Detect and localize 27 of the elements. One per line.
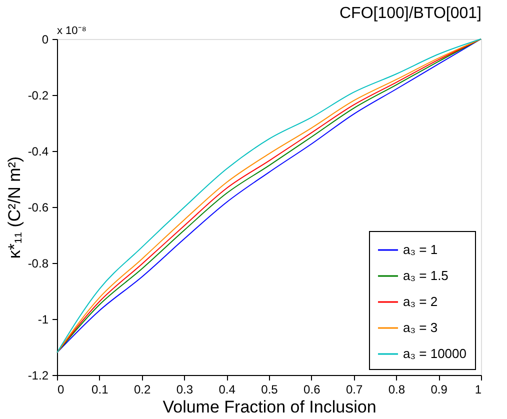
text: x 10⁻⁸ — [57, 25, 86, 37]
x-axis-title: Volume Fraction of Inclusion — [162, 398, 376, 416]
x-tick-label: 0.8 — [388, 382, 406, 396]
y-tick-label: -1 — [38, 312, 49, 326]
y-tick-label: -0.8 — [28, 256, 49, 270]
legend-label: a₃ = 1.5 — [403, 268, 448, 283]
legend-label: a₃ = 10000 — [403, 346, 466, 361]
x-tick-label: 0.4 — [218, 382, 236, 396]
x-tick-label: 1 — [474, 382, 482, 396]
x-tick-label: 0.3 — [176, 382, 194, 396]
legend-label: a₃ = 2 — [403, 294, 438, 309]
x-tick-label: 0.5 — [261, 382, 278, 396]
x-tick-label: 0.9 — [430, 382, 448, 396]
chart-title: CFO[100]/BTO[001] — [340, 5, 482, 22]
y-axis-title: κ*₁₁ (C²/N m²) — [4, 156, 24, 259]
legend-label: a₃ = 3 — [403, 320, 438, 335]
y-tick-label: -1.2 — [28, 368, 49, 382]
legend-label: a₃ = 1 — [403, 242, 438, 257]
x-tick-label: 0.2 — [134, 382, 151, 396]
x-tick-label: 0 — [58, 382, 64, 396]
x-tick-label: 0.1 — [92, 382, 109, 396]
y-tick-label: -0.4 — [28, 144, 49, 158]
x-tick-label: 0.7 — [346, 382, 363, 396]
x-tick-label: 0.6 — [304, 382, 321, 396]
y-tick-label: -0.6 — [28, 200, 49, 214]
y-tick-label: 0 — [42, 32, 49, 46]
y-tick-label: -0.2 — [28, 88, 49, 102]
